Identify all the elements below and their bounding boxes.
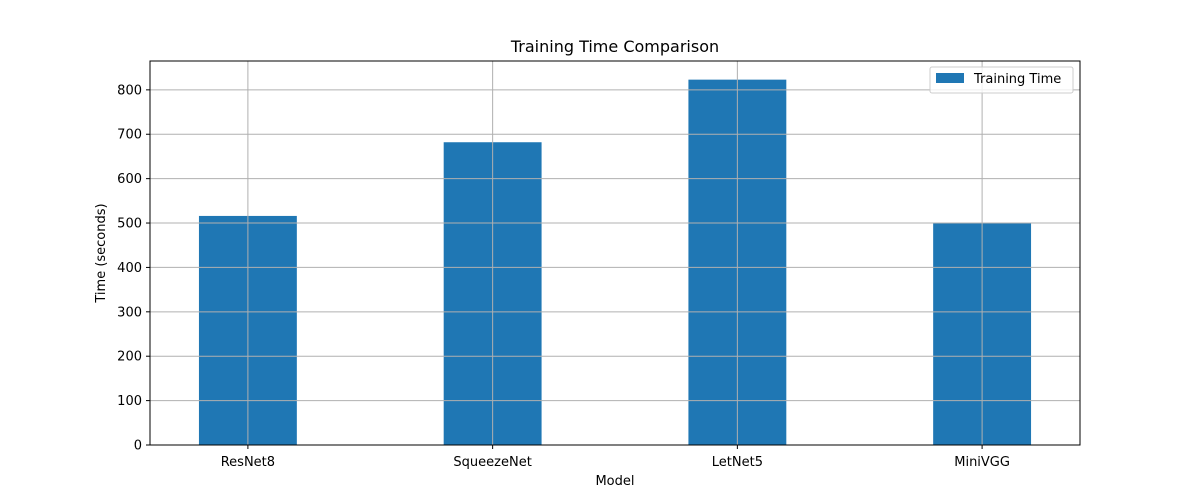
- y-axis-label: Time (seconds): [94, 203, 109, 303]
- legend: Training Time: [929, 66, 1074, 94]
- legend-box: [929, 66, 1074, 94]
- plot-frame: [149, 60, 1081, 446]
- ticks: 0 100 200 300 400 500 600 700 800 ResNet8 SqueezeN…: [117, 83, 1010, 470]
- legend-swatch: [936, 73, 964, 83]
- chart-title: Training Time Comparison: [510, 37, 719, 56]
- y-tick-label: 100: [117, 394, 142, 409]
- y-tick-label: 700: [117, 128, 142, 143]
- y-tick-label: 300: [117, 305, 142, 320]
- x-tick-label: LetNet5: [712, 455, 763, 470]
- y-tick-label: 400: [117, 261, 142, 276]
- legend-label: Training Time: [973, 72, 1061, 87]
- x-tick-label: SqueezeNet: [453, 455, 531, 470]
- x-axis-label: Model: [595, 474, 634, 489]
- x-tick-label: ResNet8: [221, 455, 275, 470]
- y-tick-label: 0: [134, 439, 142, 454]
- x-tick-label: MiniVGG: [954, 455, 1010, 470]
- y-tick-label: 200: [117, 350, 142, 365]
- y-tick-label: 600: [117, 172, 142, 187]
- y-tick-label: 800: [117, 83, 142, 98]
- y-tick-label: 500: [117, 217, 142, 232]
